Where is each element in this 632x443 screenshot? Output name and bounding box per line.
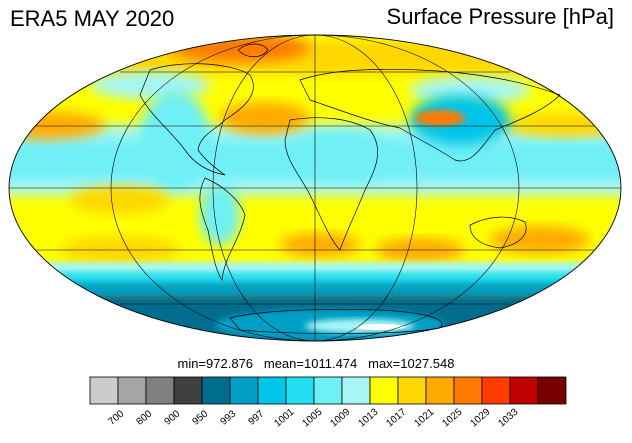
colorbar-tick-label: 1013 [356, 406, 380, 429]
colorbar-box [369, 376, 399, 405]
max-value: 1027.548 [400, 356, 455, 371]
colorbar-box [285, 376, 315, 405]
colorbar-tick-label: 800 [134, 408, 154, 427]
colorbar-tick-label: 950 [190, 408, 210, 427]
colorbar-box [229, 376, 259, 405]
colorbar-box [173, 376, 203, 405]
colorbar-tick-label: 700 [106, 408, 126, 427]
min-label: min= [177, 356, 207, 371]
stats-line: min=972.876 mean=1011.474 max=1027.548 [0, 356, 632, 371]
colorbar-tick-label: 1025 [440, 406, 464, 429]
colorbar-boxes [89, 376, 567, 405]
colorbar-box [201, 376, 231, 405]
colorbar-box [509, 376, 539, 405]
colorbar-tick-label: 1005 [300, 406, 324, 429]
colorbar-box [117, 376, 147, 405]
mean-label: mean= [263, 356, 304, 371]
max-label: max= [368, 356, 401, 371]
colorbar-tick-label: 900 [162, 408, 182, 427]
colorbar-labels: 700 800 900 950 993 997 1001 1005 1009 1013 1017 10… [106, 406, 520, 429]
min-value: 972.876 [206, 356, 254, 371]
colorbar-box [313, 376, 343, 405]
colorbar-tick-label: 1021 [412, 406, 436, 429]
colorbar-tick-label: 1017 [384, 406, 408, 429]
colorbar-box [425, 376, 455, 405]
map-title: ERA5 MAY 2020 [10, 6, 175, 31]
variable-title: Surface Pressure [hPa] [386, 4, 614, 29]
colorbar-box [453, 376, 483, 405]
colorbar-box [397, 376, 427, 405]
colorbar-tick-label: 997 [246, 408, 266, 427]
graticule [8, 34, 622, 342]
colorbar-box [481, 376, 511, 405]
colorbar-box [89, 376, 119, 405]
colorbar-box [257, 376, 287, 405]
colorbar-tick-label: 993 [218, 408, 238, 427]
colorbar-box [145, 376, 175, 405]
colorbar-box [341, 376, 371, 405]
colorbar-tick-label: 1001 [272, 406, 296, 429]
colorbar-tick-label: 1029 [468, 406, 492, 429]
coastlines [139, 43, 561, 334]
colorbar-tick-label: 1033 [496, 406, 520, 429]
colorbar-tick-label: 1009 [328, 406, 352, 429]
colorbar-box [537, 376, 567, 405]
pressure-map [8, 34, 622, 342]
mean-value: 1011.474 [304, 356, 358, 371]
